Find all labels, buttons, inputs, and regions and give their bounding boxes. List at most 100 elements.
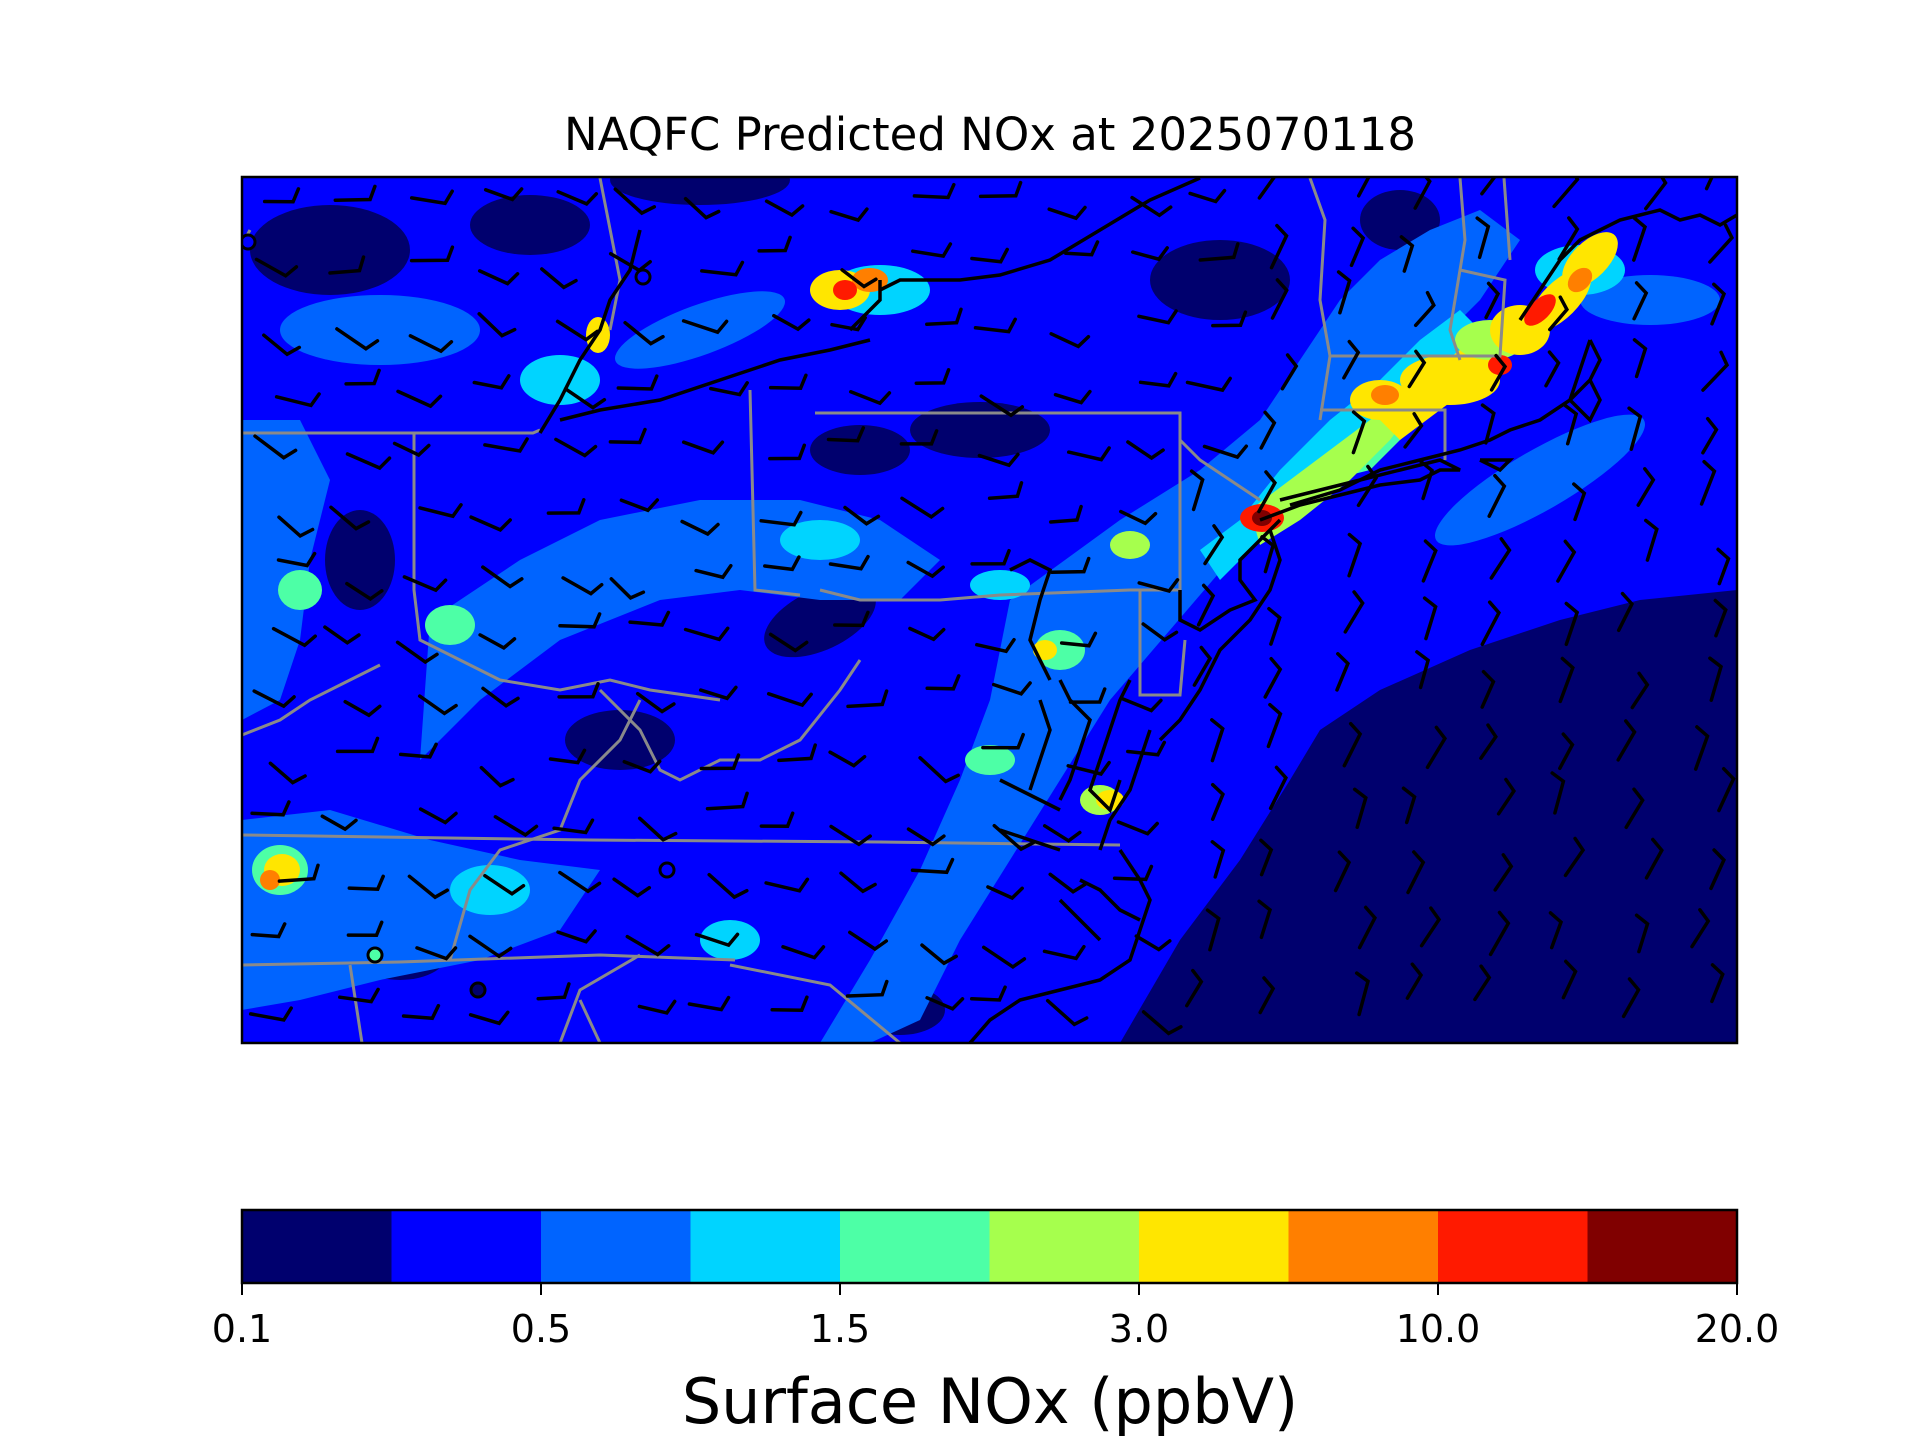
wind-barb — [1709, 848, 1726, 891]
wind-barb — [707, 872, 749, 900]
state-border — [242, 953, 736, 967]
wind-barb — [1644, 518, 1659, 562]
wind-barb — [1708, 656, 1724, 702]
concentration-patch — [910, 402, 1050, 458]
wind-barb — [493, 815, 539, 838]
wind-barb — [1049, 332, 1091, 349]
state-border — [1502, 177, 1512, 261]
wind-barb — [1356, 464, 1379, 508]
concentration-patch — [810, 425, 910, 475]
wind-barb — [1480, 600, 1502, 647]
wind-barb — [1112, 864, 1154, 882]
wind-barb — [408, 334, 454, 354]
wind-barb — [1415, 650, 1431, 690]
wind-barb — [925, 307, 963, 327]
wind-barb — [1354, 971, 1371, 1017]
wind-barb — [1406, 850, 1426, 895]
wind-barb — [1556, 539, 1577, 583]
concentration-patch — [260, 870, 280, 890]
wind-barb — [554, 437, 598, 458]
wind-barb — [768, 632, 809, 653]
coastline-segment — [1098, 729, 1152, 851]
wind-barb — [613, 187, 657, 216]
wind-barb — [1203, 524, 1225, 566]
wind-barb — [548, 748, 587, 765]
wind-barb — [826, 426, 866, 443]
wind-barb — [1130, 195, 1173, 218]
monitor-site-marker — [634, 268, 652, 286]
wind-barb — [1280, 353, 1299, 391]
wind-barb — [415, 946, 458, 961]
state-border — [1448, 177, 1467, 361]
wind-barb — [981, 945, 1027, 970]
concentration-patch — [764, 582, 876, 658]
wind-barb — [1342, 339, 1361, 380]
concentration-patch — [1488, 355, 1512, 375]
state-border — [1178, 438, 1261, 502]
wind-barb — [1189, 469, 1205, 512]
coastline-segment — [538, 229, 642, 434]
wind-barb — [843, 505, 881, 526]
wind-barb — [845, 979, 889, 998]
coastline-segment — [1567, 339, 1602, 423]
concentration-patch — [970, 570, 1030, 600]
wind-barb — [1042, 944, 1086, 961]
wind-barb — [1405, 962, 1424, 1000]
wind-barb — [481, 686, 520, 708]
wind-barb — [1487, 473, 1507, 518]
coastline-segment — [968, 849, 1152, 1043]
wind-barb — [329, 505, 371, 531]
wind-barb — [991, 681, 1032, 696]
wind-barb — [766, 692, 813, 708]
colorbar-segment — [989, 1210, 1140, 1283]
wind-barb — [1473, 964, 1492, 1002]
wind-barb — [628, 610, 671, 627]
wind-barb — [1710, 963, 1725, 1004]
wind-barb — [1630, 671, 1650, 710]
colorbar-tick-label: 20.0 — [1695, 1307, 1780, 1351]
wind-barb — [900, 496, 945, 520]
coastline-segment — [1028, 699, 1052, 791]
wind-barb — [1401, 786, 1417, 825]
wind-barb — [396, 389, 443, 409]
wind-barb — [1480, 177, 1497, 196]
wind-barb — [418, 807, 458, 825]
wind-barb — [772, 313, 811, 332]
wind-barb — [920, 943, 958, 966]
colorbar-segments — [242, 1210, 1738, 1283]
wind-barb — [768, 443, 807, 461]
wind-barb — [254, 257, 299, 278]
wind-barb — [1335, 652, 1350, 692]
wind-barb — [1266, 702, 1283, 749]
state-border — [242, 428, 541, 435]
concentration-patch — [470, 195, 590, 255]
concentration-patch — [1150, 240, 1290, 320]
wind-barb — [1045, 998, 1089, 1027]
coastline-segment — [559, 338, 871, 422]
wind-barb — [687, 995, 731, 1012]
wind-barb — [483, 437, 529, 453]
wind-barb — [840, 268, 878, 289]
wind-barb — [1352, 787, 1368, 829]
wind-barb — [1259, 838, 1274, 877]
concentration-patch — [1580, 275, 1720, 325]
wind-barb — [402, 575, 448, 593]
wind-barb — [1425, 725, 1448, 770]
wind-barb — [401, 1003, 441, 1021]
coastline-segment — [1058, 898, 1102, 942]
wind-barb — [910, 857, 955, 875]
concentration-patch — [1524, 294, 1556, 326]
wind-barb — [409, 245, 455, 263]
wind-barb — [764, 199, 805, 218]
concentration-patch — [1371, 385, 1399, 405]
wind-barb — [1634, 913, 1650, 954]
wind-barb — [392, 441, 431, 458]
wind-barb — [1356, 177, 1371, 198]
wind-barb — [848, 930, 889, 952]
wind-barb — [759, 811, 795, 828]
wind-barb — [1050, 556, 1091, 574]
wind-barb — [320, 814, 358, 832]
colorbar-segment — [1438, 1210, 1588, 1283]
concentration-patch — [1360, 190, 1440, 250]
wind-barb — [262, 187, 301, 204]
